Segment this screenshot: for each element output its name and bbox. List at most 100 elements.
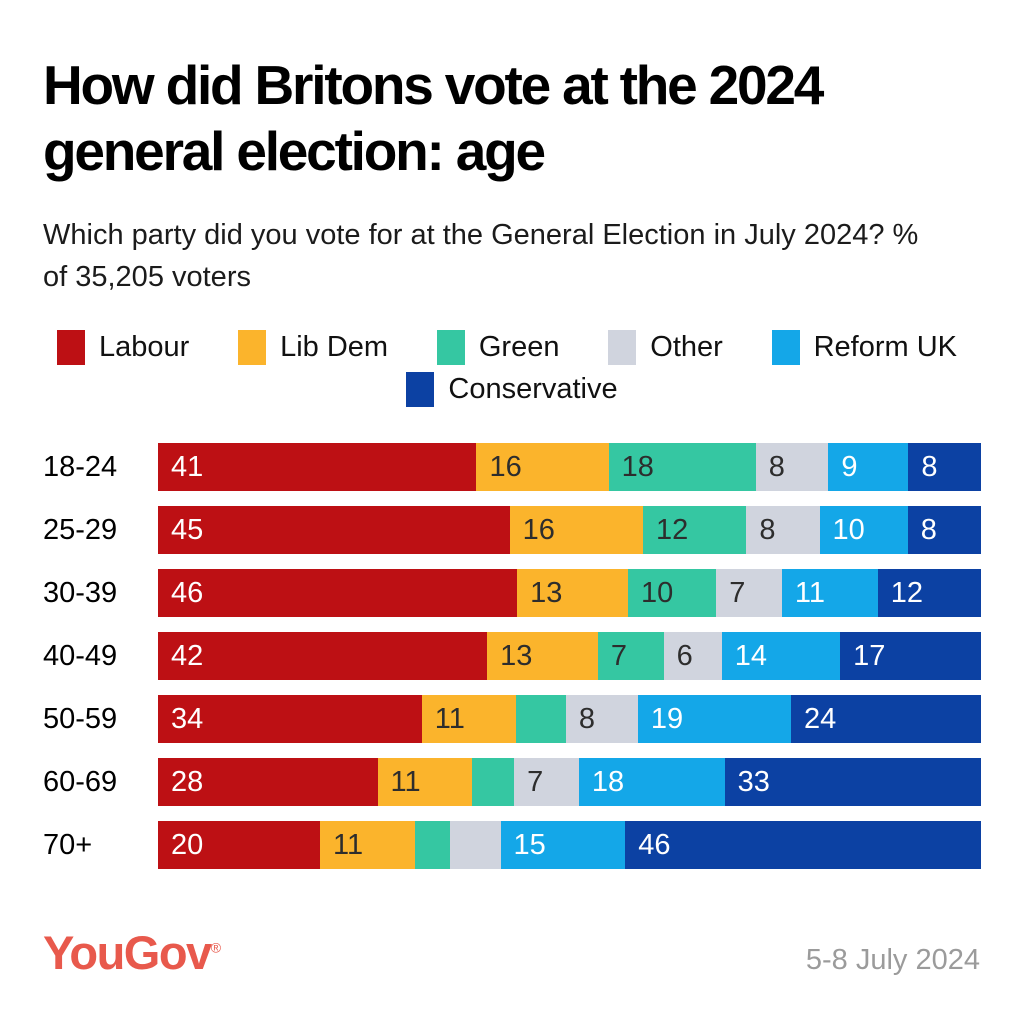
bar-segment-green: 10 xyxy=(627,569,717,618)
legend-swatch-green xyxy=(436,330,465,366)
segment-value-label: 8 xyxy=(921,450,938,483)
chart-row: 30-39 46 13 10 7 11 12 xyxy=(43,569,981,618)
segment-value-label: 7 xyxy=(729,576,746,609)
bar-segment-conservative: 8 xyxy=(908,443,981,492)
segment-value-label: 6 xyxy=(676,639,693,672)
segment-value-label: 14 xyxy=(734,639,767,672)
bar-segment-labour: 45 xyxy=(158,506,510,555)
age-group-label: 40-49 xyxy=(43,639,118,672)
stacked-bar: 42 13 7 6 14 17 xyxy=(158,632,981,681)
bar-segment-reform-uk: 15 xyxy=(500,821,626,870)
segment-value-label: 42 xyxy=(171,639,204,672)
legend-swatch-other xyxy=(608,330,637,366)
footer: YouGov® 5-8 July 2024 xyxy=(43,925,980,980)
bar-segment-other xyxy=(450,821,501,870)
bar-segment-conservative: 46 xyxy=(625,821,981,870)
chart-subtitle: Which party did you vote for at the Gene… xyxy=(43,219,919,294)
bar-segment-green: 18 xyxy=(608,443,756,492)
legend-label-reform-uk: Reform UK xyxy=(813,331,957,364)
stacked-bar: 20 11 15 46 xyxy=(158,821,981,870)
bar-segment-conservative: 24 xyxy=(790,695,982,744)
bar-segment-lib-dem: 11 xyxy=(421,695,516,744)
bar-segment-other: 6 xyxy=(663,632,722,681)
bar-segment-lib-dem: 11 xyxy=(320,821,415,870)
segment-value-label: 13 xyxy=(530,576,563,609)
chart-row: 40-49 42 13 7 6 14 17 xyxy=(43,632,981,681)
segment-value-label: 11 xyxy=(794,576,826,609)
segment-value-label: 7 xyxy=(610,639,628,672)
legend-label-lib-dem: Lib Dem xyxy=(280,331,389,364)
segment-value-label: 7 xyxy=(527,765,544,798)
legend-item-lib-dem: Lib Dem xyxy=(238,330,389,366)
bar-segment-reform-uk: 10 xyxy=(819,506,908,555)
stacked-bar: 41 16 18 8 9 8 xyxy=(158,443,981,492)
bar-segment-lib-dem: 16 xyxy=(509,506,644,555)
legend-label-other: Other xyxy=(650,331,723,364)
bar-segment-labour: 28 xyxy=(158,758,378,807)
segment-value-label: 17 xyxy=(853,639,886,672)
legend-item-labour: Labour xyxy=(57,330,190,366)
bar-segment-other: 7 xyxy=(716,569,782,618)
segment-value-label: 10 xyxy=(832,513,865,546)
bar-segment-green: 7 xyxy=(597,632,664,681)
stacked-bar-chart: 18-24 41 16 18 8 9 8 25-29 45 16 12 8 10 8 30-39 46 13 10… xyxy=(43,443,982,870)
stacked-bar: 46 13 10 7 11 12 xyxy=(158,569,981,618)
legend-item-conservative: Conservative xyxy=(406,372,618,408)
segment-value-label: 9 xyxy=(841,450,858,483)
legend: Labour Lib Dem Green Other Reform UK Conserv… xyxy=(43,330,981,408)
bar-segment-other: 8 xyxy=(755,443,829,492)
bar-segment-green: 12 xyxy=(643,506,747,555)
legend-row-primary: Labour Lib Dem Green Other Reform UK xyxy=(57,330,957,366)
bar-segment-labour: 46 xyxy=(158,569,518,618)
bar-segment-green xyxy=(414,821,451,870)
legend-swatch-lib-dem xyxy=(238,330,267,366)
segment-value-label: 33 xyxy=(737,765,770,798)
segment-value-label: 12 xyxy=(656,513,689,546)
bar-segment-reform-uk: 11 xyxy=(781,569,878,618)
segment-value-label: 11 xyxy=(333,828,364,861)
age-group-label: 25-29 xyxy=(43,513,118,546)
segment-value-label: 13 xyxy=(500,639,533,672)
stacked-bar: 45 16 12 8 10 8 xyxy=(158,506,981,555)
bar-segment-labour: 20 xyxy=(158,821,320,870)
bar-segment-reform-uk: 14 xyxy=(721,632,841,681)
chart-row: 50-59 34 11 8 19 24 xyxy=(43,695,982,744)
segment-value-label: 15 xyxy=(513,828,546,861)
age-group-label: 50-59 xyxy=(43,702,118,735)
bar-segment-other: 7 xyxy=(514,758,579,807)
chart-row: 70+ 20 11 15 46 xyxy=(43,821,981,870)
segment-value-label: 8 xyxy=(768,450,785,483)
segment-value-label: 41 xyxy=(171,450,204,483)
chart-row: 60-69 28 11 7 18 33 xyxy=(43,758,981,807)
bar-segment-conservative: 8 xyxy=(907,506,981,555)
segment-value-label: 16 xyxy=(522,513,555,546)
bar-segment-reform-uk: 19 xyxy=(637,695,791,744)
bar-segment-labour: 41 xyxy=(158,443,477,492)
segment-value-label: 18 xyxy=(621,450,654,483)
legend-swatch-labour xyxy=(57,330,85,366)
segment-value-label: 45 xyxy=(171,513,204,546)
segment-value-label: 11 xyxy=(434,702,465,735)
legend-item-other: Other xyxy=(608,330,723,366)
segment-value-label: 19 xyxy=(650,702,684,735)
bar-segment-labour: 34 xyxy=(158,695,422,744)
segment-value-label: 16 xyxy=(489,450,522,483)
chart-row: 25-29 45 16 12 8 10 8 xyxy=(43,506,981,555)
segment-value-label: 8 xyxy=(759,513,776,546)
legend-label-labour: Labour xyxy=(99,331,190,364)
bar-segment-lib-dem: 16 xyxy=(476,443,609,492)
age-group-label: 30-39 xyxy=(43,576,118,609)
age-group-label: 18-24 xyxy=(43,450,118,483)
segment-value-label: 12 xyxy=(890,576,923,609)
yougov-logo: YouGov® xyxy=(43,925,221,980)
bar-segment-conservative: 33 xyxy=(724,758,981,807)
segment-value-label: 28 xyxy=(171,765,204,798)
segment-value-label: 20 xyxy=(171,828,204,861)
segment-value-label: 8 xyxy=(578,702,595,735)
segment-value-label: 18 xyxy=(591,765,625,798)
bar-segment-green xyxy=(515,695,566,744)
legend-label-conservative: Conservative xyxy=(448,373,618,406)
legend-label-green: Green xyxy=(478,331,560,364)
age-group-label: 60-69 xyxy=(43,765,118,798)
